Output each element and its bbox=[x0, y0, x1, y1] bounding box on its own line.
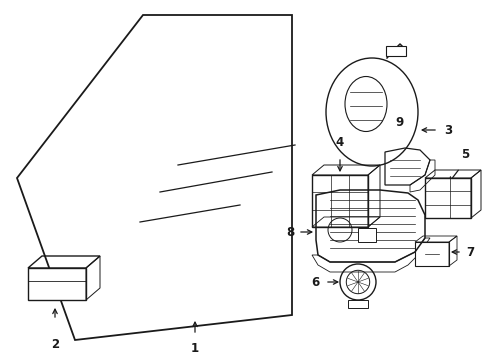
Text: 6: 6 bbox=[310, 275, 319, 288]
Text: 3: 3 bbox=[443, 123, 451, 136]
Text: 7: 7 bbox=[465, 246, 473, 258]
Ellipse shape bbox=[345, 77, 386, 131]
Bar bbox=[414, 242, 448, 266]
Bar bbox=[311, 175, 367, 227]
Bar bbox=[385, 46, 405, 56]
Bar bbox=[347, 300, 367, 308]
Text: 2: 2 bbox=[51, 338, 59, 351]
Text: 9: 9 bbox=[395, 117, 403, 130]
Bar bbox=[28, 268, 86, 300]
Text: 4: 4 bbox=[335, 136, 344, 149]
Text: 8: 8 bbox=[285, 225, 293, 238]
Bar bbox=[424, 178, 470, 218]
Bar bbox=[357, 228, 375, 242]
Text: 1: 1 bbox=[190, 342, 199, 355]
Text: 5: 5 bbox=[460, 148, 468, 162]
Ellipse shape bbox=[325, 58, 417, 166]
